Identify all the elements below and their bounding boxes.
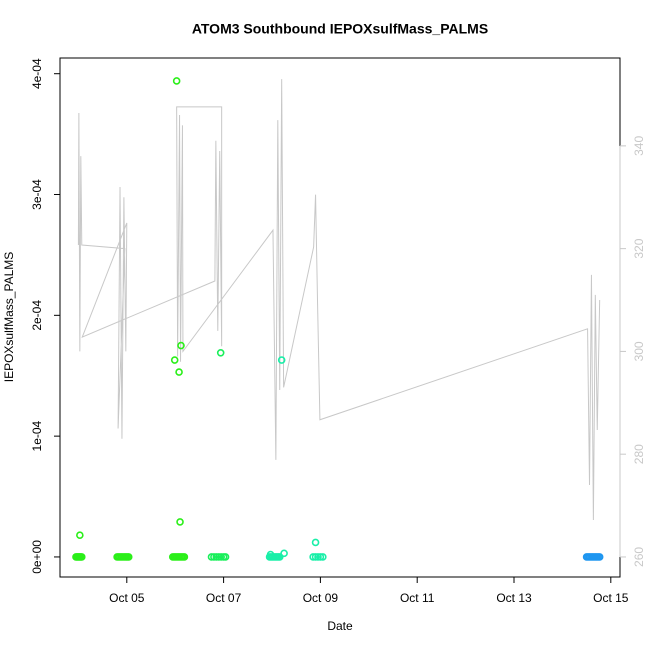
x-tick-label: Oct 05 xyxy=(109,591,145,605)
point xyxy=(176,518,184,526)
x-tick-label: Oct 13 xyxy=(496,591,532,605)
point xyxy=(275,553,284,561)
y-axis-label: IEPOXsulfMass_PALMS xyxy=(2,252,16,383)
point xyxy=(170,356,179,364)
y-tick-label: 1e-04 xyxy=(30,420,44,451)
x-tick-label: Oct 11 xyxy=(400,591,435,605)
point xyxy=(177,341,185,350)
y2-tick-label: 320 xyxy=(632,238,646,258)
y-tick-label: 3e-04 xyxy=(30,179,44,210)
y2-tick-label: 260 xyxy=(632,547,646,567)
point xyxy=(172,77,181,85)
y-tick-label: 4e-04 xyxy=(30,58,44,89)
point xyxy=(314,553,322,561)
point xyxy=(316,553,325,561)
y-tick-label: 0e+00 xyxy=(30,540,44,574)
point xyxy=(76,531,84,539)
point xyxy=(212,553,221,561)
trace-line xyxy=(77,79,601,520)
y2-tick-label: 300 xyxy=(632,341,646,361)
y-tick-label: 2e-04 xyxy=(30,300,44,331)
point xyxy=(280,549,288,558)
x-tick-label: Oct 09 xyxy=(303,591,339,605)
point xyxy=(124,553,133,561)
point xyxy=(595,553,604,561)
point xyxy=(309,553,317,561)
x-tick-label: Oct 07 xyxy=(206,591,242,605)
point xyxy=(180,553,189,561)
point xyxy=(217,553,225,561)
point xyxy=(311,538,320,547)
point xyxy=(221,553,230,561)
point xyxy=(210,553,218,561)
point xyxy=(216,348,225,357)
point xyxy=(277,356,286,364)
chart-title: ATOM3 Southbound IEPOXsulfMass_PALMS xyxy=(192,21,488,37)
y2-tick-label: 340 xyxy=(632,136,646,156)
y2-tick-label: 280 xyxy=(632,444,646,464)
point xyxy=(175,368,183,376)
point xyxy=(207,553,216,561)
point xyxy=(266,550,275,559)
x-axis-label: Date xyxy=(327,619,353,633)
point xyxy=(311,553,320,561)
point xyxy=(319,553,327,561)
x-tick-label: Oct 15 xyxy=(593,591,629,605)
plot-frame xyxy=(59,57,621,578)
point xyxy=(77,553,86,561)
